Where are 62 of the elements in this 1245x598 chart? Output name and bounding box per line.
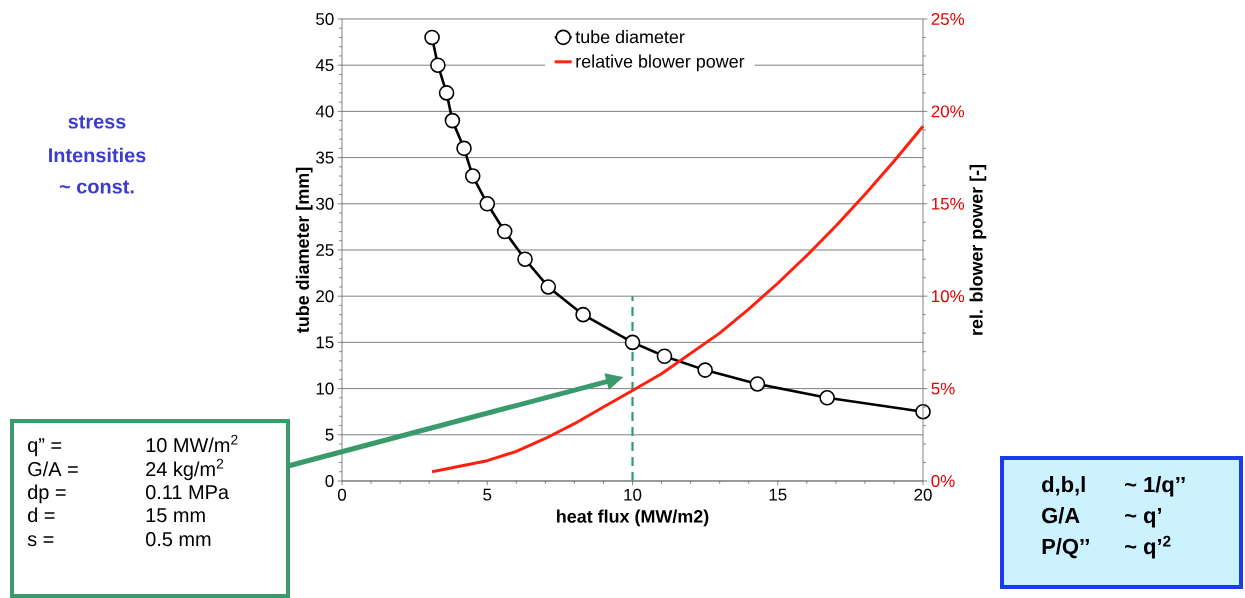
point	[464, 168, 481, 184]
point	[819, 390, 835, 406]
point	[496, 223, 513, 240]
x-tick-label: 0	[337, 488, 347, 501]
y-tick-label: 5	[325, 428, 334, 441]
text: d =	[28, 507, 55, 523]
y2-tick-label: 15%	[932, 197, 965, 210]
y-tick-label: 25	[316, 243, 334, 256]
text: P/Q’’	[1042, 538, 1089, 559]
text: Intensities	[49, 147, 146, 163]
y2-tick-label: 0%	[931, 474, 955, 487]
text: 0.5 mm	[145, 532, 211, 547]
point	[697, 362, 713, 378]
text: q” =	[28, 438, 62, 457]
text: s =	[27, 535, 54, 547]
point	[438, 85, 455, 101]
point	[517, 251, 533, 268]
text: G/A	[1042, 507, 1080, 524]
text: ~ 1/q’’	[1125, 476, 1185, 497]
text: 10 MW/m$^{2}$	[146, 434, 238, 453]
text: stress	[68, 115, 126, 129]
y2-axis-title: rel. blower power [-]	[969, 164, 987, 335]
y-tick-label: 15	[316, 336, 334, 349]
point	[479, 195, 496, 212]
x-tick-label: 15	[769, 488, 787, 501]
text: ~ q’	[1125, 507, 1162, 528]
text: ~ const.	[59, 180, 134, 194]
point	[424, 29, 440, 46]
y2-tick-label: 10%	[932, 290, 965, 303]
text: ~ q’$^{2}$	[1125, 535, 1171, 559]
legend-label: relative blower power	[576, 54, 745, 72]
point	[575, 306, 591, 323]
x-tick-label: 10	[624, 488, 642, 501]
point	[540, 279, 557, 295]
legend-label: tube diameter	[575, 30, 685, 44]
point	[656, 348, 673, 365]
y-tick-label: 45	[315, 59, 334, 72]
point	[624, 334, 641, 351]
y2-tick-label: 25%	[931, 12, 965, 25]
text: G/A =	[28, 461, 78, 477]
y2-tick-label: 20%	[931, 105, 965, 118]
point	[430, 57, 446, 73]
y-tick-label: 0	[325, 474, 334, 487]
x-tick-label: 5	[483, 488, 492, 501]
y2-tick-label: 5%	[931, 382, 955, 395]
y-tick-label: 20	[316, 290, 334, 303]
y-tick-label: 40	[315, 105, 334, 118]
y-tick-label: 35	[316, 151, 334, 164]
x-axis-title: heat flux (MW/m2)	[557, 509, 709, 527]
y-axis-title: tube diameter [mm]	[295, 167, 313, 333]
point	[444, 112, 461, 129]
text: 24 kg/m$^{2}$	[146, 458, 224, 481]
text: 15 mm	[146, 508, 205, 523]
point	[749, 376, 766, 392]
text: d,b,l	[1042, 476, 1085, 496]
point	[456, 140, 472, 157]
text: 0.11 MPa	[145, 485, 229, 500]
text: dp =	[28, 484, 66, 504]
y-tick-label: 30	[316, 197, 334, 210]
x-tick-label: 20	[914, 488, 932, 501]
y-tick-label: 10	[316, 382, 334, 395]
y-tick-label: 50	[316, 12, 334, 25]
